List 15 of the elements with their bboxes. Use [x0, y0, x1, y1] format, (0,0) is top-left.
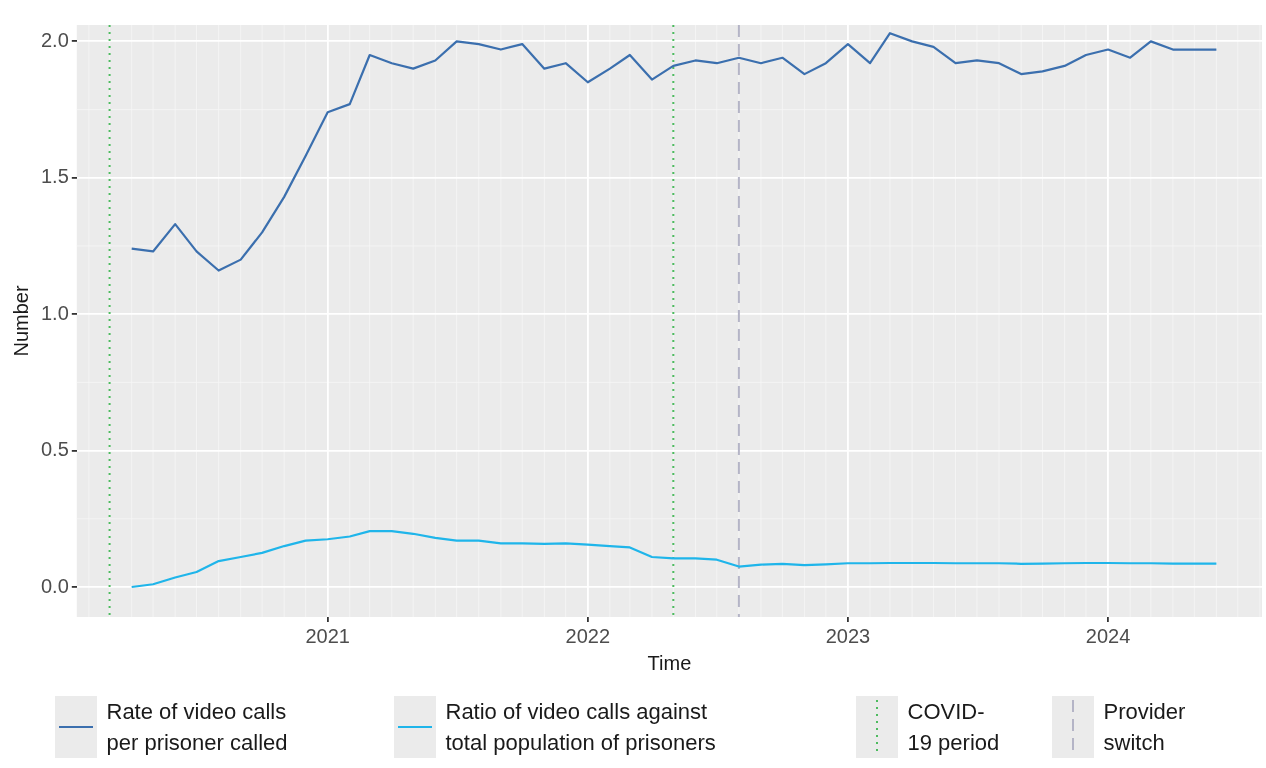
y-tick-label: 1.0 [40, 301, 69, 324]
legend-label: Provider switch [1103, 698, 1187, 757]
y-tick-label: 2.0 [40, 28, 69, 51]
legend-label: Ratio of video calls against total population of prisoners [445, 698, 717, 757]
x-tick-label: 2023 [825, 624, 871, 647]
x-tick-label: 2022 [565, 624, 611, 647]
x-tick-label: 2024 [1085, 624, 1131, 647]
y-tick-label: 0.5 [40, 438, 69, 461]
y-tick-label: 1.5 [40, 165, 69, 188]
y-axis-title: Number [9, 285, 32, 357]
legend-label: COVID-19 period [907, 698, 1001, 757]
y-tick-label: 0.0 [40, 574, 69, 597]
x-tick-label: 2021 [305, 624, 350, 647]
x-axis-title: Time [647, 651, 692, 674]
legend-label: Rate of video calls per prisoner called [106, 698, 289, 757]
